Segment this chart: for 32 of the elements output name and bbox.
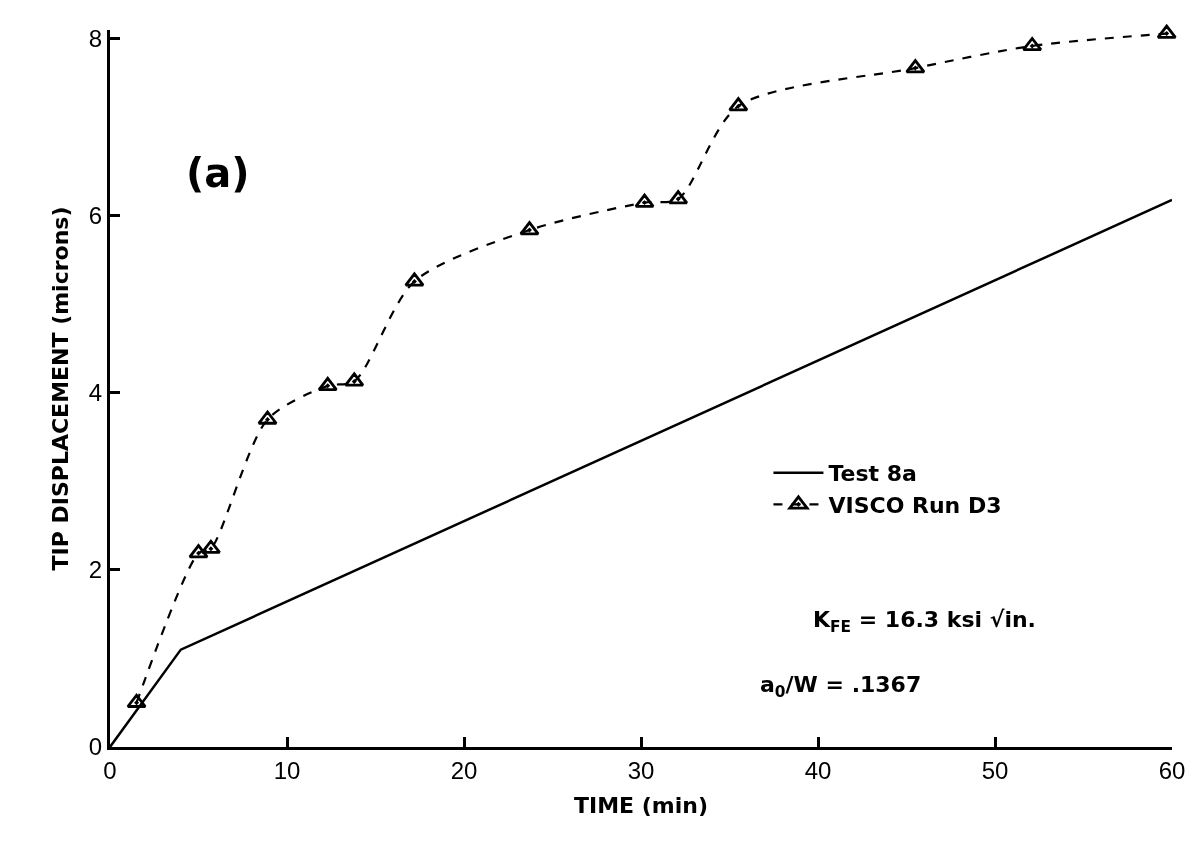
legend-label: Test 8a: [828, 461, 917, 487]
point: [668, 190, 689, 205]
point: [634, 193, 655, 208]
point: [126, 693, 147, 708]
point: [188, 544, 209, 559]
x-tick-label: 60: [1158, 756, 1186, 784]
y-tick-label: 4: [88, 379, 103, 407]
point: [344, 372, 365, 387]
point: [1156, 24, 1177, 39]
annotation: (a): [186, 150, 250, 196]
point: [728, 97, 749, 112]
x-tick-label: 40: [804, 756, 832, 784]
y-axis-title: TIP DISPLACEMENT (microns): [47, 206, 73, 571]
point: [317, 376, 338, 391]
annotation: a$_{0}$/W = .1367: [760, 672, 922, 701]
point: [257, 410, 278, 425]
legend-label: VISCO Run D3: [828, 492, 1002, 518]
x-tick-label: 50: [981, 756, 1009, 784]
y-tick-label: 0: [88, 733, 103, 761]
point: [905, 59, 926, 74]
x-axis-title: TIME (min): [573, 792, 709, 818]
point: [1022, 37, 1043, 52]
point: [404, 272, 425, 287]
y-tick-label: 2: [88, 556, 103, 584]
point: [519, 221, 540, 236]
point: [200, 539, 221, 554]
x-tick-label: 30: [627, 756, 655, 784]
x-tick-label: 10: [273, 756, 301, 784]
annotation: K$_{FE}$ = 16.3 ksi √in.: [813, 607, 1036, 636]
y-tick-label: 6: [88, 202, 103, 230]
x-tick-label: 20: [450, 756, 478, 784]
y-tick-label: 8: [88, 25, 103, 53]
